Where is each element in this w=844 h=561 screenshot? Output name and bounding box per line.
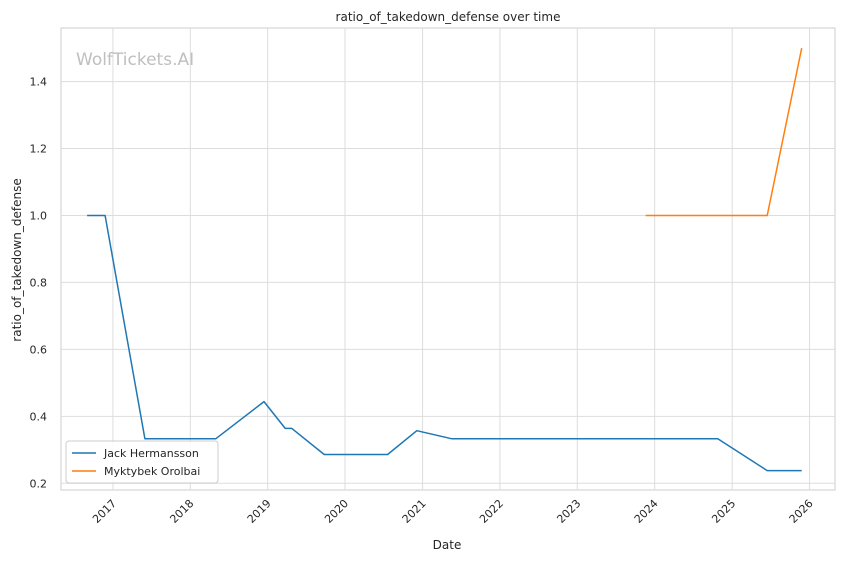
watermark: WolfTickets.AI — [76, 50, 194, 70]
x-tick-label: 2017 — [90, 497, 119, 526]
y-tick-label: 0.6 — [30, 343, 48, 356]
x-tick-label: 2021 — [400, 497, 429, 526]
chart-title: ratio_of_takedown_defense over time — [336, 10, 561, 24]
legend-label-myktybek-orolbai: Myktybek Orolbai — [104, 465, 200, 478]
y-tick-label: 0.2 — [30, 477, 48, 490]
series-line-jack-hermansson — [87, 214, 802, 472]
plot-area — [60, 27, 836, 491]
y-tick-label: 0.4 — [30, 410, 48, 423]
x-tick-label: 2018 — [167, 497, 196, 526]
series-lines — [87, 47, 803, 472]
x-tick-label: 2024 — [632, 497, 661, 526]
x-tick-label: 2023 — [554, 497, 583, 526]
x-axis-label: Date — [433, 538, 462, 552]
x-tick-label: 2020 — [322, 497, 351, 526]
x-tick-label: 2025 — [709, 497, 738, 526]
x-tick-labels: 2017 2018 2019 2020 2021 2022 2023 2024 2025 2026 — [90, 497, 816, 526]
y-axis-label: ratio_of_takedown_defense — [10, 178, 24, 341]
legend-box — [65, 440, 219, 484]
y-tick-labels: 0.2 0.4 0.6 0.8 1.0 1.2 1.4 — [30, 76, 48, 491]
x-tick-label: 2026 — [787, 497, 816, 526]
series-line-myktybek-orolbai — [645, 47, 803, 217]
y-tick-label: 1.4 — [30, 76, 48, 89]
legend-label-jack-hermansson: Jack Hermansson — [103, 447, 199, 460]
y-tick-label: 0.8 — [30, 276, 48, 289]
legend: Jack Hermansson Myktybek Orolbai — [65, 440, 219, 484]
x-tick-label: 2022 — [477, 497, 506, 526]
y-tick-label: 1.2 — [30, 143, 48, 156]
y-tick-label: 1.0 — [30, 209, 48, 222]
x-tick-label: 2019 — [245, 497, 274, 526]
